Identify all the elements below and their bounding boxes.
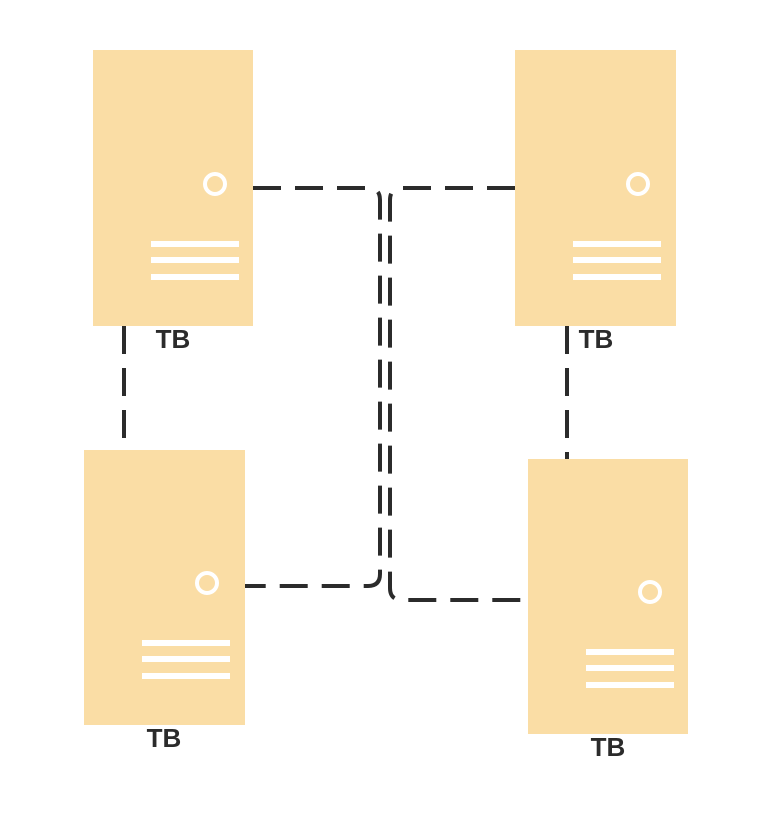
node-label: TB [591,732,626,762]
drive-bays-icon [142,640,230,679]
server-icon [515,50,676,326]
power-button-icon [638,580,662,604]
drive-bays-icon [151,241,239,280]
node-label: TB [579,324,614,354]
server-top-left: TB [93,50,253,354]
connector-top-left-to-bottom-left-via-center [245,186,382,588]
server-bottom-right: TB [528,459,688,762]
server-icon [84,450,245,725]
connector-top-right-to-bottom-right-via-center [388,186,528,602]
connectors [122,186,569,602]
server-bottom-left: TB [84,450,245,753]
server-icon [528,459,688,734]
power-button-icon [195,571,219,595]
server-top-right: TB [515,50,676,354]
power-button-icon [203,172,227,196]
power-button-icon [626,172,650,196]
node-label: TB [156,324,191,354]
node-label: TB [147,723,182,753]
server-icon [93,50,253,326]
drive-bays-icon [586,649,674,688]
drive-bays-icon [573,241,661,280]
